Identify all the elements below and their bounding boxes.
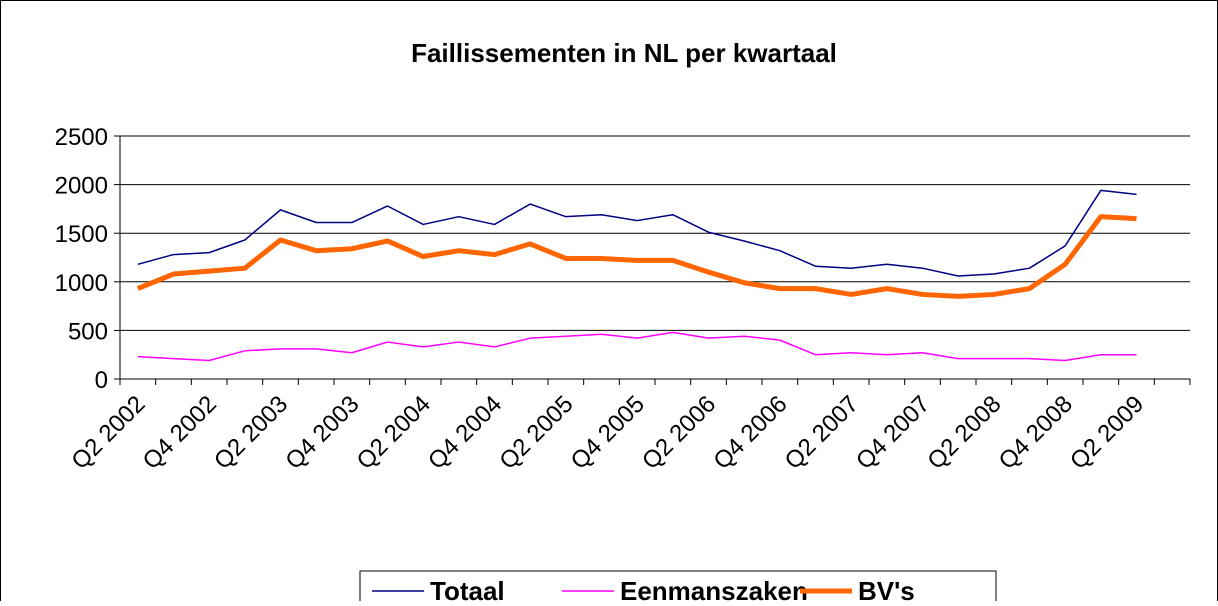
legend-label: Totaal xyxy=(430,576,505,601)
legend-label: Eenmanszaken xyxy=(620,576,808,601)
legend-box xyxy=(359,570,997,606)
legend-label: BV's xyxy=(858,576,915,601)
y-tick-label: 500 xyxy=(68,318,108,345)
y-tick-label: 1500 xyxy=(55,221,108,248)
chart-title: Faillissementen in NL per kwartaal xyxy=(411,38,837,68)
y-tick-label: 1000 xyxy=(55,270,108,297)
series-line xyxy=(136,214,1137,299)
y-tick-label: 2500 xyxy=(55,124,108,151)
series-line xyxy=(137,189,1137,277)
y-tick-label: 0 xyxy=(95,367,108,394)
y-tick-label: 2000 xyxy=(55,173,108,200)
series-line xyxy=(137,331,1137,362)
